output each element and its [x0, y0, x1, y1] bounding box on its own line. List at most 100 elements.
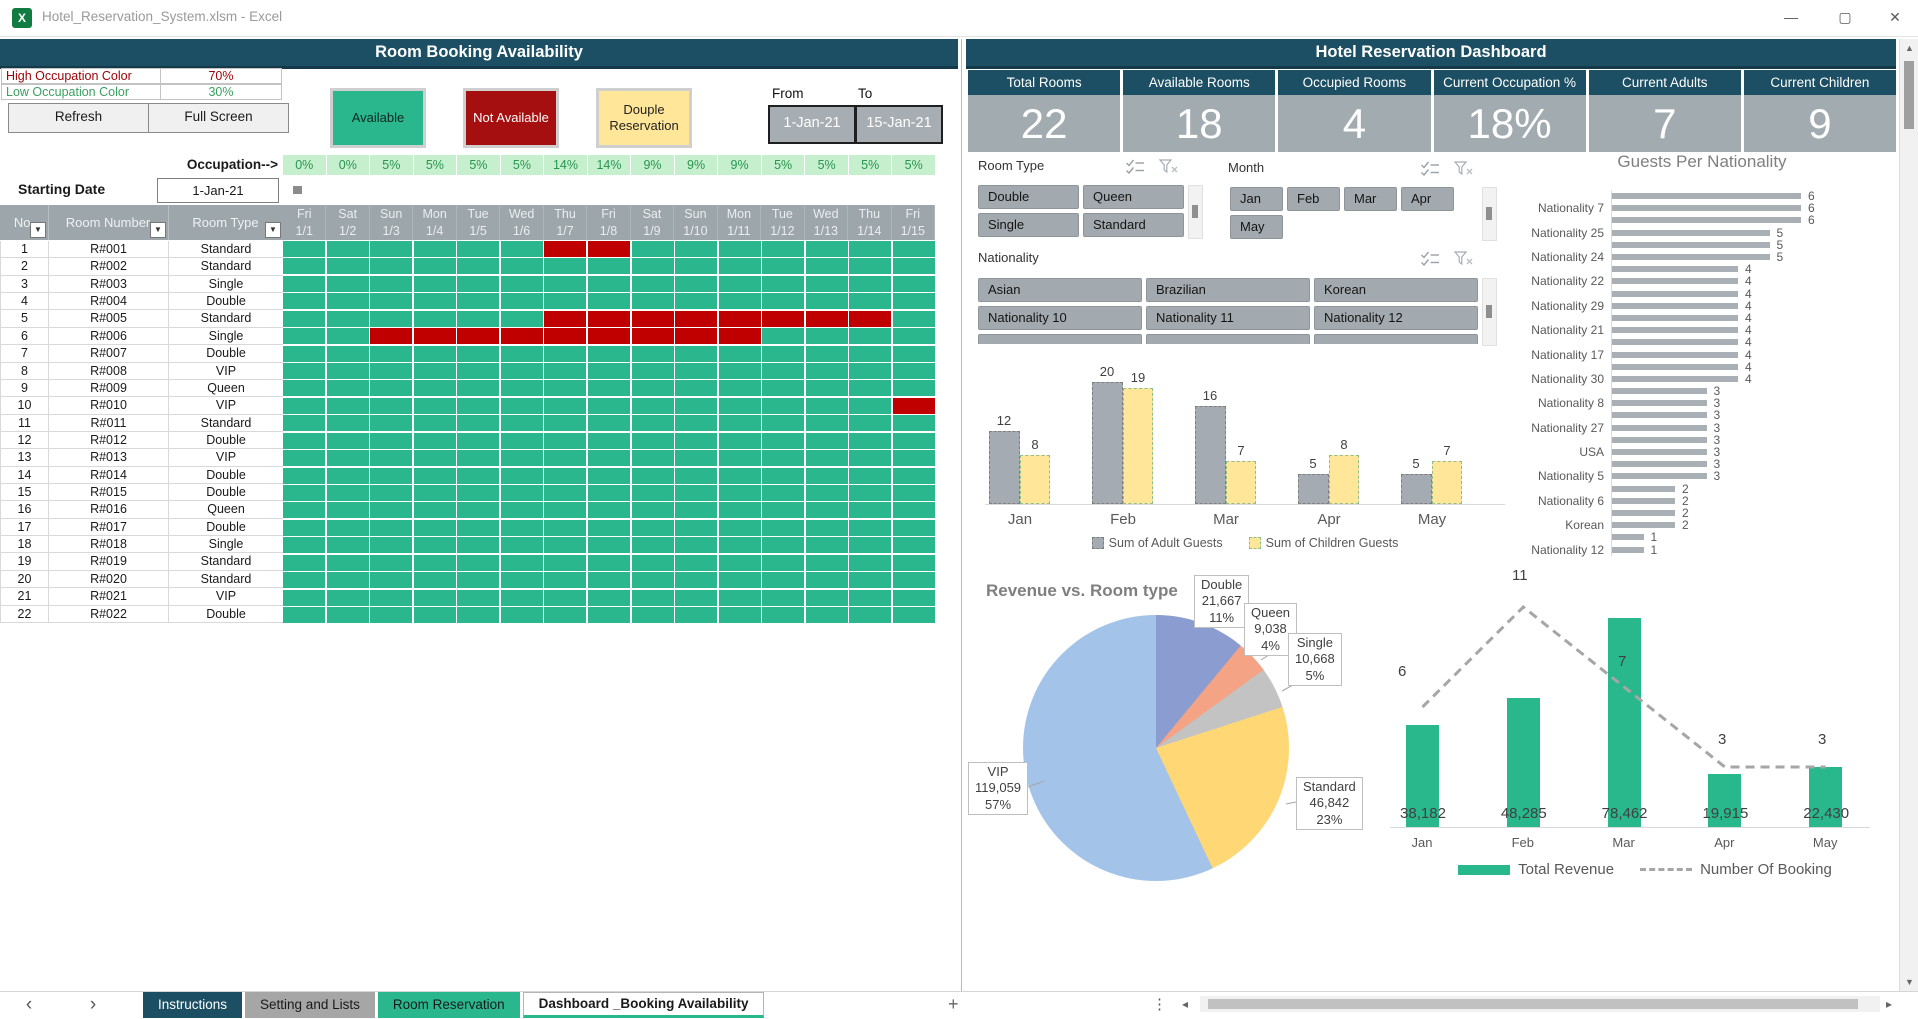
- availability-cell[interactable]: [631, 415, 674, 432]
- availability-cell[interactable]: [283, 432, 326, 449]
- availability-cell[interactable]: [283, 485, 326, 501]
- availability-cell[interactable]: [500, 310, 543, 327]
- availability-cell[interactable]: [805, 345, 848, 362]
- availability-cell[interactable]: [631, 450, 674, 467]
- availability-cell[interactable]: [326, 519, 369, 536]
- room-number-cell[interactable]: R#015: [49, 484, 169, 502]
- availability-cell[interactable]: [370, 363, 413, 379]
- availability-cell[interactable]: [457, 345, 500, 362]
- availability-cell[interactable]: [675, 554, 718, 571]
- availability-cell[interactable]: [457, 572, 500, 589]
- availability-cell[interactable]: [762, 345, 805, 362]
- availability-cell[interactable]: [762, 485, 805, 501]
- availability-cell[interactable]: [413, 450, 456, 467]
- filter-dropdown-icon[interactable]: ▼: [265, 222, 281, 238]
- availability-cell[interactable]: [283, 241, 326, 257]
- availability-cell[interactable]: [587, 310, 631, 327]
- availability-cell[interactable]: [587, 485, 631, 501]
- vertical-scrollbar[interactable]: ▲ ▼: [1899, 39, 1918, 991]
- availability-cell[interactable]: [370, 432, 413, 449]
- filter-dropdown-icon[interactable]: ▼: [30, 222, 46, 238]
- availability-cell[interactable]: [718, 275, 761, 292]
- availability-cell[interactable]: [762, 415, 805, 432]
- availability-cell[interactable]: [500, 485, 543, 501]
- availability-cell[interactable]: [283, 450, 326, 467]
- availability-cell[interactable]: [544, 537, 587, 554]
- availability-cell[interactable]: [457, 328, 500, 345]
- availability-cell[interactable]: [587, 519, 631, 536]
- room-number-cell[interactable]: R#022: [49, 605, 169, 623]
- availability-cell[interactable]: [849, 519, 892, 536]
- availability-cell[interactable]: [500, 589, 543, 606]
- availability-cell[interactable]: [849, 432, 892, 449]
- availability-cell[interactable]: [892, 241, 935, 257]
- availability-cell[interactable]: [370, 397, 413, 414]
- availability-cell[interactable]: [500, 502, 543, 519]
- availability-cell[interactable]: [283, 589, 326, 606]
- availability-cell[interactable]: [762, 502, 805, 519]
- availability-cell[interactable]: [675, 345, 718, 362]
- room-number-cell[interactable]: R#008: [49, 362, 169, 380]
- slicer-item-double[interactable]: Double: [978, 185, 1079, 209]
- slicer-item-apr[interactable]: Apr: [1401, 187, 1454, 211]
- availability-cell[interactable]: [675, 432, 718, 449]
- availability-cell[interactable]: [500, 519, 543, 536]
- availability-cell[interactable]: [544, 241, 587, 257]
- guests-per-month-chart[interactable]: 12 8 Jan 20 19 Feb 16 7 Mar 5 8 Apr 5 7 May Sum of Adul…: [985, 350, 1505, 565]
- slicer-item-clipped[interactable]: [1314, 334, 1478, 344]
- room-type-cell[interactable]: Single: [169, 327, 284, 346]
- availability-cell[interactable]: [849, 485, 892, 501]
- availability-cell[interactable]: [805, 363, 848, 379]
- availability-cell[interactable]: [631, 467, 674, 484]
- horizontal-scrollbar-thumb[interactable]: [1208, 999, 1858, 1009]
- availability-cell[interactable]: [413, 572, 456, 589]
- multiselect-icon[interactable]: [1420, 251, 1440, 266]
- availability-cell[interactable]: [544, 572, 587, 589]
- room-no-cell[interactable]: 14: [1, 466, 49, 485]
- availability-cell[interactable]: [805, 432, 848, 449]
- slicer-item-queen[interactable]: Queen: [1083, 185, 1184, 209]
- availability-cell[interactable]: [718, 363, 761, 379]
- availability-cell[interactable]: [283, 572, 326, 589]
- availability-cell[interactable]: [283, 328, 326, 345]
- availability-cell[interactable]: [370, 380, 413, 397]
- more-options-icon[interactable]: ⋮: [1152, 996, 1167, 1013]
- tab-room-reservation[interactable]: Room Reservation: [377, 992, 520, 1018]
- availability-cell[interactable]: [675, 589, 718, 606]
- availability-cell[interactable]: [675, 502, 718, 519]
- availability-cell[interactable]: [457, 397, 500, 414]
- availability-cell[interactable]: [500, 415, 543, 432]
- room-type-cell[interactable]: Double: [169, 466, 284, 485]
- availability-cell[interactable]: [500, 554, 543, 571]
- availability-cell[interactable]: [675, 519, 718, 536]
- availability-cell[interactable]: [892, 467, 935, 484]
- availability-cell[interactable]: [892, 450, 935, 467]
- room-type-cell[interactable]: VIP: [169, 397, 284, 415]
- availability-cell[interactable]: [413, 537, 456, 554]
- availability-cell[interactable]: [500, 572, 543, 589]
- room-number-cell[interactable]: R#016: [49, 501, 169, 519]
- availability-cell[interactable]: [326, 380, 369, 397]
- room-number-cell[interactable]: R#009: [49, 379, 169, 398]
- availability-cell[interactable]: [805, 380, 848, 397]
- availability-cell[interactable]: [283, 310, 326, 327]
- availability-cell[interactable]: [326, 450, 369, 467]
- availability-cell[interactable]: [762, 537, 805, 554]
- availability-cell[interactable]: [457, 554, 500, 571]
- availability-cell[interactable]: [326, 467, 369, 484]
- availability-cell[interactable]: [500, 607, 543, 623]
- availability-cell[interactable]: [631, 572, 674, 589]
- availability-cell[interactable]: [675, 380, 718, 397]
- room-no-cell[interactable]: 18: [1, 536, 49, 554]
- availability-cell[interactable]: [326, 310, 369, 327]
- vertical-scrollbar-thumb[interactable]: [1904, 61, 1914, 129]
- availability-cell[interactable]: [718, 310, 761, 327]
- availability-cell[interactable]: [587, 537, 631, 554]
- availability-cell[interactable]: [283, 380, 326, 397]
- refresh-button[interactable]: Refresh: [8, 103, 149, 133]
- availability-cell[interactable]: [805, 415, 848, 432]
- availability-cell[interactable]: [544, 275, 587, 292]
- availability-cell[interactable]: [326, 275, 369, 292]
- availability-cell[interactable]: [631, 275, 674, 292]
- availability-cell[interactable]: [413, 607, 456, 623]
